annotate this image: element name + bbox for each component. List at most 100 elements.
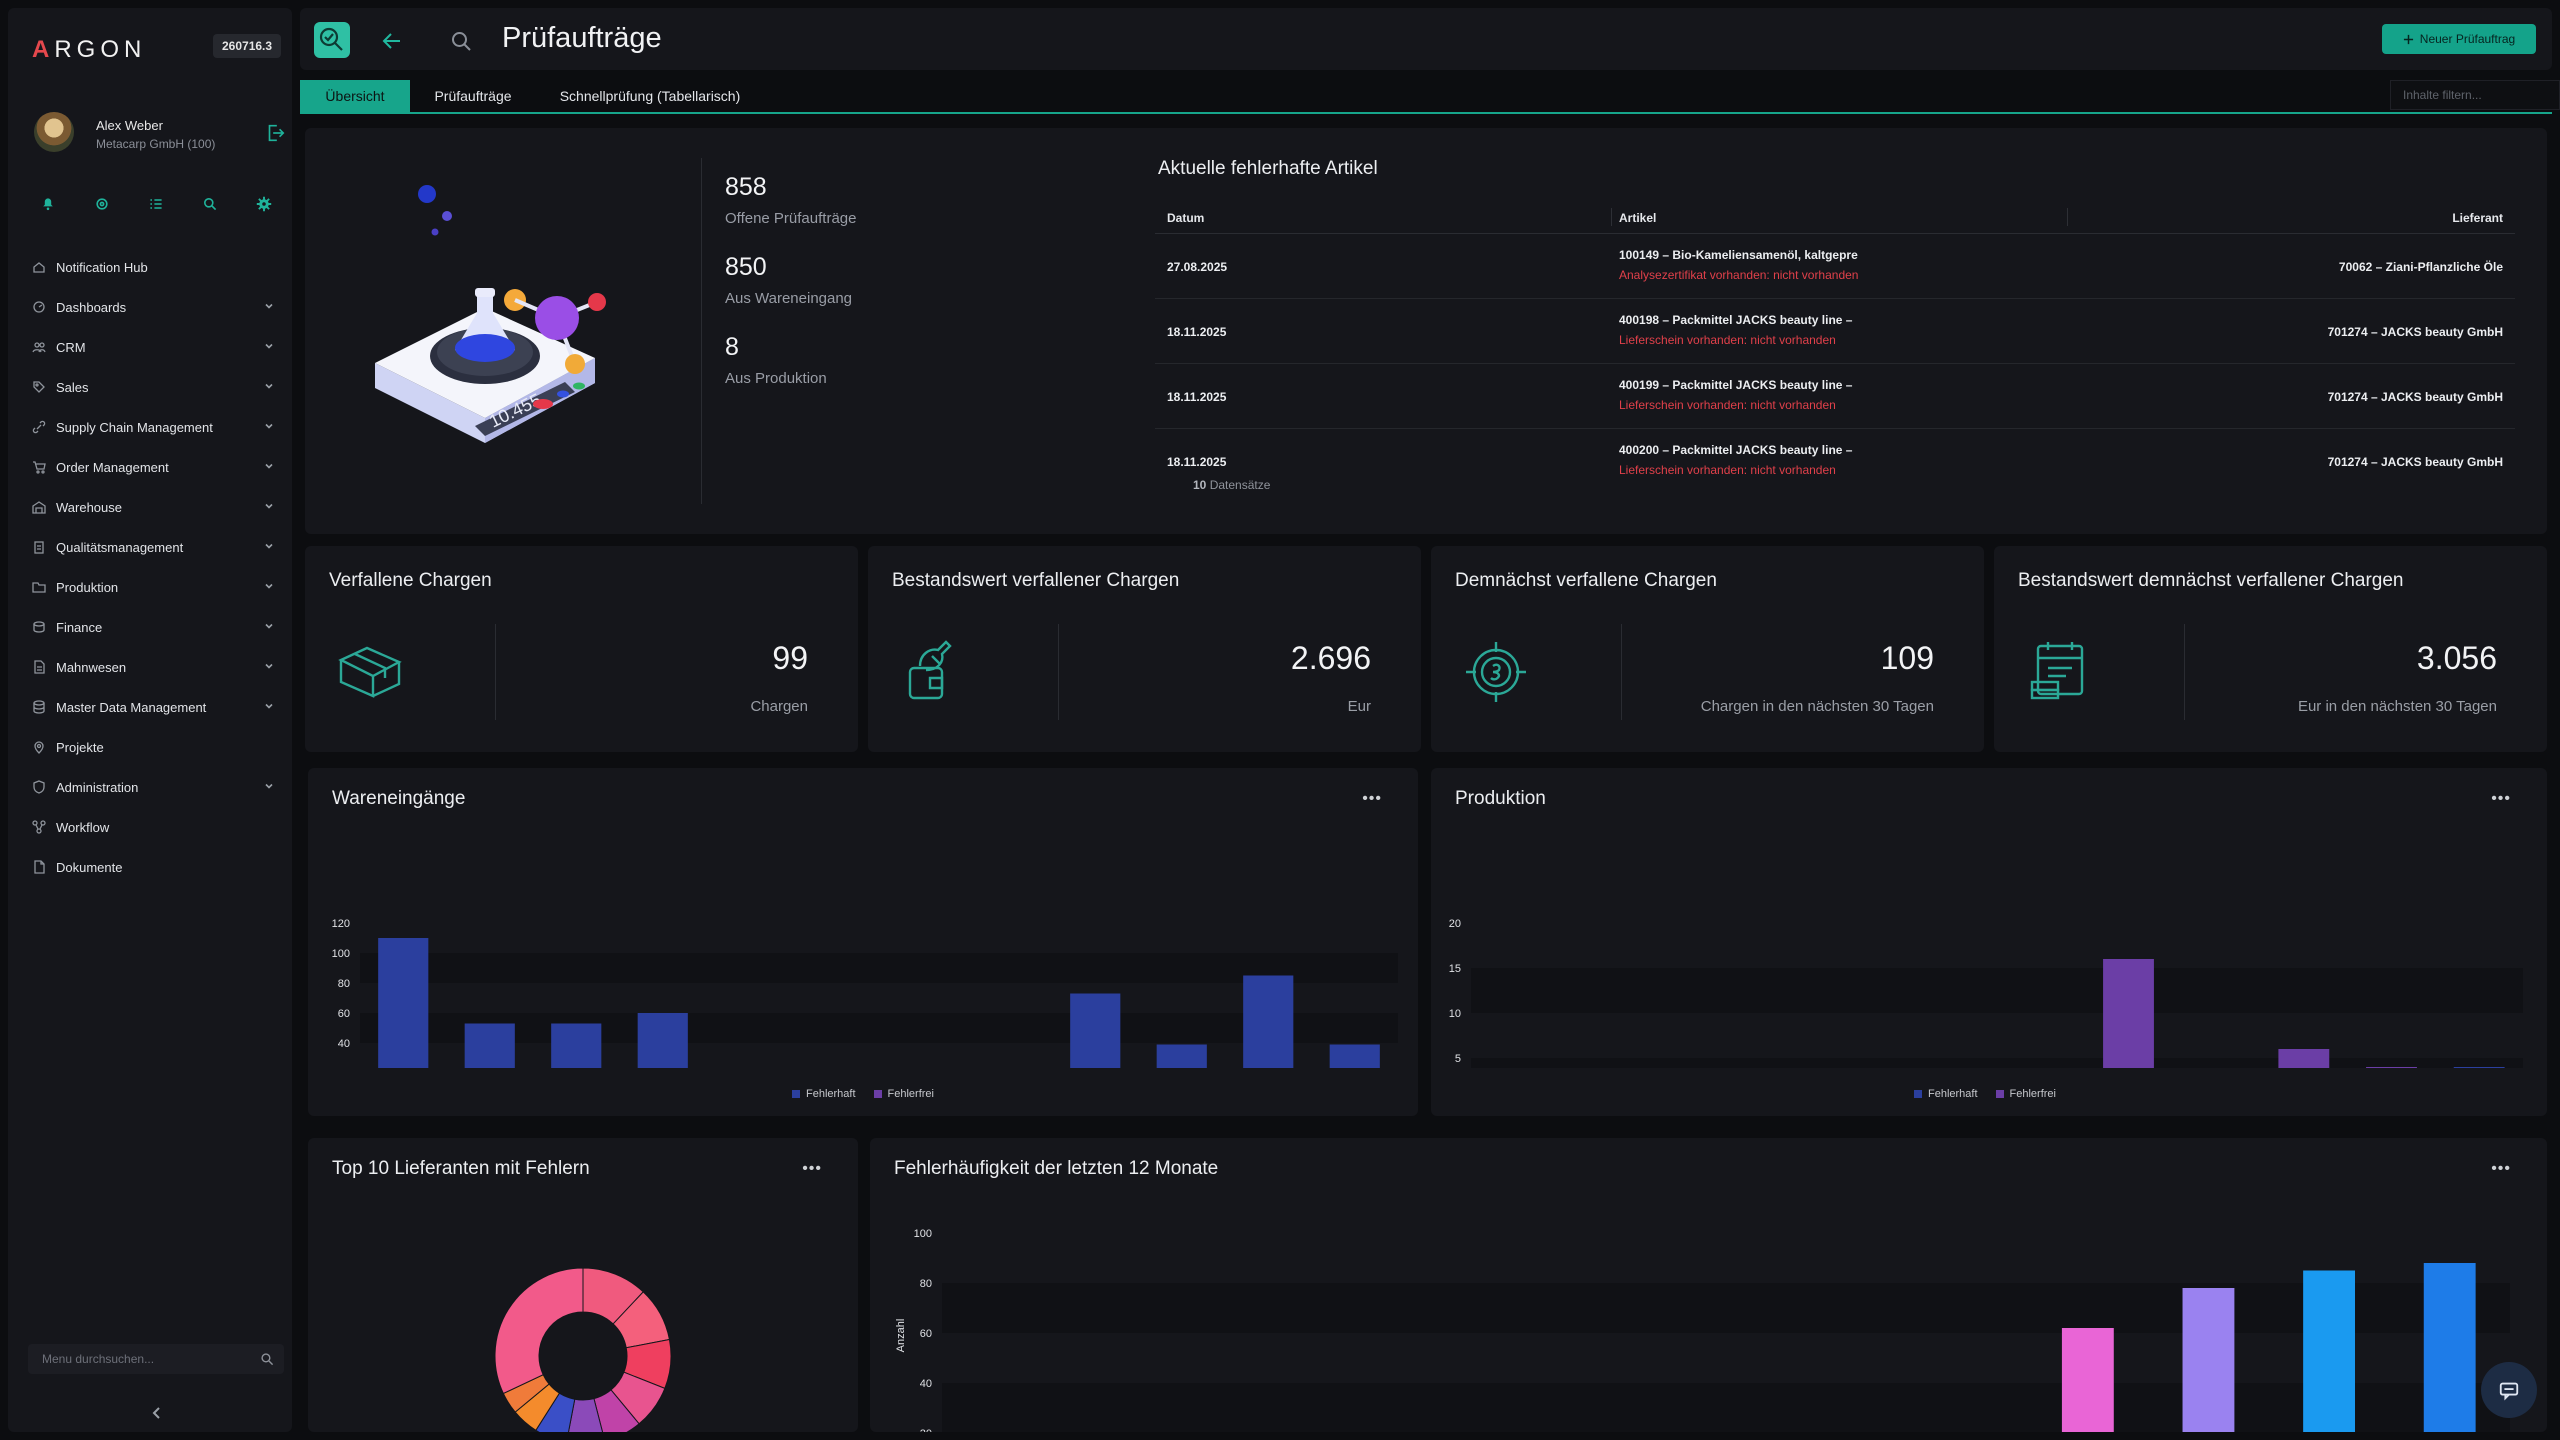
y-tick-label: 80	[920, 1278, 932, 1290]
col-date[interactable]: Datum	[1167, 211, 1205, 225]
tab-bar: Übersicht Prüfaufträge Schnellprüfung (T…	[300, 78, 2560, 114]
chevron-down-icon[interactable]	[264, 541, 274, 551]
legend-swatch	[792, 1090, 800, 1099]
sidebar-item-produktion[interactable]: Produktion	[32, 567, 284, 607]
legend-item[interactable]: Fehlerhaft	[792, 1088, 856, 1100]
bell-icon[interactable]	[40, 196, 60, 216]
y-tick-label: 100	[914, 1228, 932, 1240]
legend-label: Fehlerfrei	[887, 1088, 934, 1100]
bar[interactable]	[2423, 1263, 2476, 1432]
bar-fehlerhaft[interactable]	[1070, 993, 1121, 1069]
legend-item[interactable]: Fehlerfrei	[1995, 1088, 2056, 1100]
sidebar-item-finance[interactable]: Finance	[32, 607, 284, 647]
donut-slice[interactable]	[494, 1267, 584, 1395]
sidebar-item-workflow[interactable]: Workflow	[32, 807, 284, 847]
col-article[interactable]: Artikel	[1619, 211, 1657, 225]
sidebar-item-mahnwesen[interactable]: Mahnwesen	[32, 647, 284, 687]
sidebar-item-label: Sales	[56, 379, 89, 395]
list-icon[interactable]	[148, 196, 168, 216]
column-divider[interactable]	[2067, 208, 2068, 226]
stat-title: Verfallene Chargen	[329, 570, 492, 591]
chevron-down-icon[interactable]	[264, 301, 274, 311]
more-options-icon[interactable]: •••	[2491, 1160, 2511, 1177]
content-filter-input[interactable]	[2390, 80, 2560, 110]
sidebar-item-sales[interactable]: Sales	[32, 367, 284, 407]
search-icon[interactable]	[260, 1352, 274, 1366]
row-article: 400199 – Packmittel JACKS beauty line –	[1619, 378, 1853, 392]
sidebar-item-supply-chain-management[interactable]: Supply Chain Management	[32, 407, 284, 447]
chevron-down-icon[interactable]	[264, 461, 274, 471]
chevron-down-icon[interactable]	[264, 341, 274, 351]
sidebar-item-label: Produktion	[56, 579, 119, 595]
chevron-down-icon[interactable]	[264, 661, 274, 671]
logo[interactable]: ARGON	[32, 36, 146, 64]
bar-fehlerhaft[interactable]	[1243, 975, 1294, 1069]
sidebar-item-warehouse[interactable]: Warehouse	[32, 487, 284, 527]
version-badge: 260716.3	[213, 34, 282, 58]
chevron-down-icon[interactable]	[264, 701, 274, 711]
table-row[interactable]: 27.08.2025 100149 – Bio-Kameliensamenöl,…	[1155, 234, 2515, 299]
sidebar-item-qualitätsmanagement[interactable]: Qualitätsmanagement	[32, 527, 284, 567]
more-options-icon[interactable]: •••	[1362, 790, 1382, 807]
bar[interactable]	[2182, 1288, 2235, 1432]
legend-item[interactable]: Fehlerfrei	[873, 1088, 934, 1100]
bar[interactable]	[2303, 1270, 2356, 1433]
chart-title: Top 10 Lieferanten mit Fehlern	[332, 1158, 590, 1179]
menu-search-input[interactable]	[28, 1344, 248, 1374]
bar-chart-error-frequency: 20 40 60 80 100 Anzahl	[895, 1228, 2510, 1433]
gear-icon[interactable]	[256, 196, 276, 216]
bar-fehlerfrei[interactable]	[2103, 959, 2154, 1068]
sidebar-item-projekte[interactable]: Projekte	[32, 727, 284, 767]
chevron-down-icon[interactable]	[264, 781, 274, 791]
chevron-down-icon[interactable]	[264, 621, 274, 631]
chevron-down-icon[interactable]	[264, 501, 274, 511]
sidebar-item-order-management[interactable]: Order Management	[32, 447, 284, 487]
more-options-icon[interactable]: •••	[2491, 790, 2511, 807]
bar-fehlerhaft[interactable]	[1156, 1044, 1207, 1069]
stat-subtitle: Eur in den nächsten 30 Tagen	[2297, 698, 2497, 715]
table-row[interactable]: 18.11.2025 400198 – Packmittel JACKS bea…	[1155, 299, 2515, 364]
tab-overview[interactable]: Übersicht	[300, 80, 410, 112]
target-icon[interactable]	[94, 196, 114, 216]
chat-support-button[interactable]	[2481, 1362, 2537, 1418]
bar-fehlerhaft[interactable]	[464, 1023, 515, 1069]
search-icon[interactable]	[202, 196, 222, 216]
sidebar-item-administration[interactable]: Administration	[32, 767, 284, 807]
sidebar-item-dokumente[interactable]: Dokumente	[32, 847, 284, 887]
table-row[interactable]: 18.11.2025 400199 – Packmittel JACKS bea…	[1155, 364, 2515, 429]
collapse-sidebar-icon[interactable]	[150, 1406, 164, 1420]
sidebar-item-notification-hub[interactable]: Notification Hub	[32, 247, 284, 287]
table-row[interactable]: 18.11.2025 400200 – Packmittel JACKS bea…	[1155, 429, 2515, 480]
grid-band	[942, 1383, 2510, 1432]
sidebar-item-master-data-management[interactable]: Master Data Management	[32, 687, 284, 727]
search-icon[interactable]	[450, 30, 472, 52]
column-divider[interactable]	[1611, 208, 1612, 226]
stat-value: 109	[1880, 640, 1934, 676]
divider	[2184, 624, 2185, 720]
bar[interactable]	[2061, 1328, 2114, 1432]
bar-fehlerhaft[interactable]	[378, 938, 429, 1068]
sidebar-item-crm[interactable]: CRM	[32, 327, 284, 367]
chevron-down-icon[interactable]	[264, 581, 274, 591]
avatar[interactable]	[34, 112, 74, 152]
bar-fehlerhaft[interactable]	[1329, 1044, 1380, 1069]
sidebar-item-dashboards[interactable]: Dashboards	[32, 287, 284, 327]
new-inspection-button[interactable]: Neuer Prüfauftrag	[2382, 24, 2536, 54]
col-supplier[interactable]: Lieferant	[2452, 211, 2503, 225]
sidebar-item-label: Finance	[56, 619, 103, 635]
bar-fehlerhaft[interactable]	[637, 1013, 688, 1068]
bar-fehlerfrei[interactable]	[2366, 1067, 2417, 1068]
tab-quick-check[interactable]: Schnellprüfung (Tabellarisch)	[559, 88, 741, 104]
back-arrow-icon[interactable]	[382, 32, 402, 50]
tab-inspections[interactable]: Prüfaufträge	[434, 88, 512, 104]
bar-fehlerhaft[interactable]	[2453, 1067, 2505, 1068]
more-options-icon[interactable]: •••	[802, 1160, 822, 1177]
legend-item[interactable]: Fehlerhaft	[1914, 1088, 1978, 1100]
module-icon[interactable]	[314, 22, 350, 58]
stat-subtitle: Chargen in den nächsten 30 Tagen	[1700, 698, 1934, 715]
chevron-down-icon[interactable]	[264, 421, 274, 431]
bar-fehlerfrei[interactable]	[2278, 1049, 2330, 1068]
logout-icon[interactable]	[264, 122, 286, 144]
chevron-down-icon[interactable]	[264, 381, 274, 391]
bar-fehlerhaft[interactable]	[551, 1023, 602, 1069]
